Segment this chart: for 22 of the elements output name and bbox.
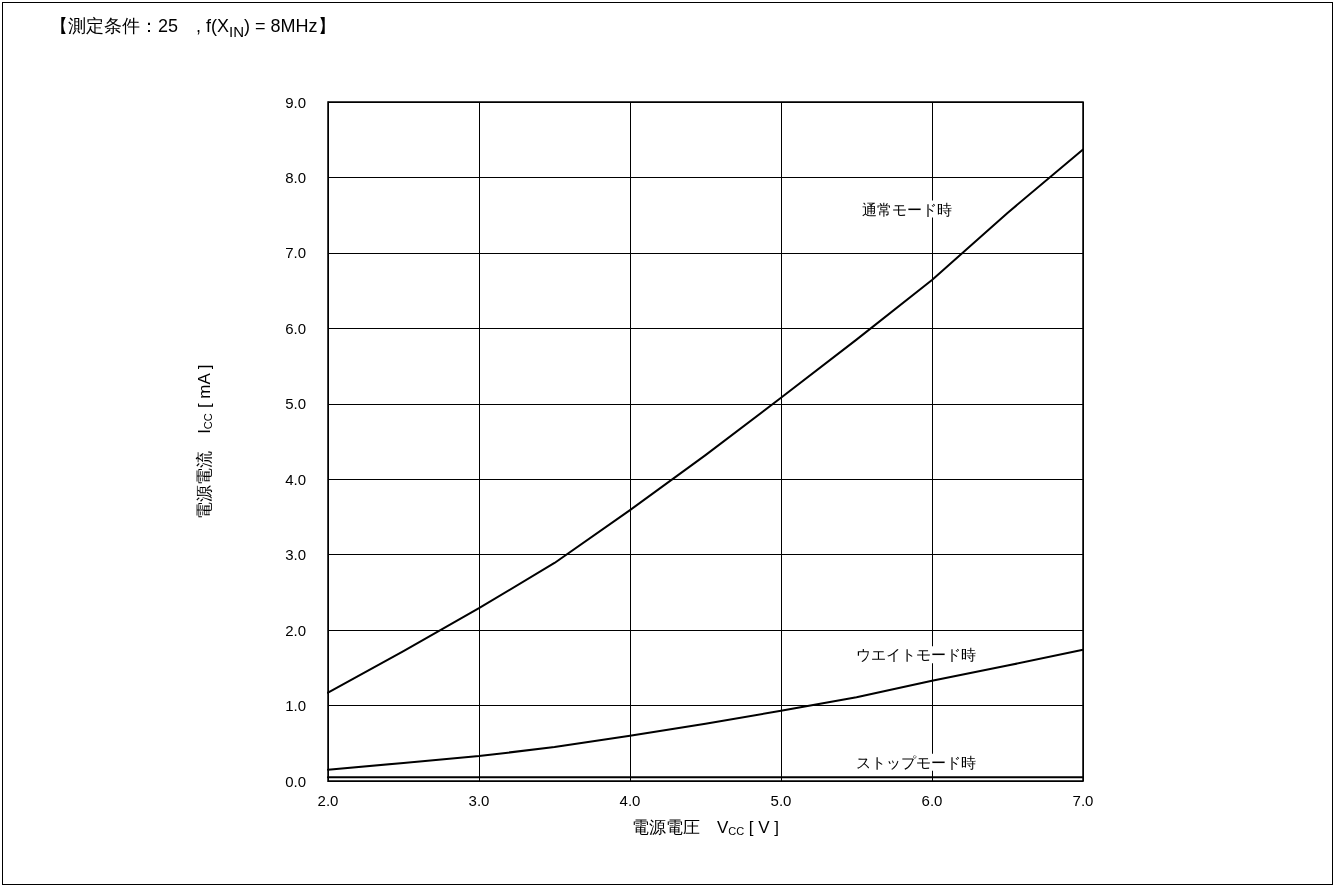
x-tick-label: 7.0: [1072, 792, 1094, 809]
x-tick-label: 6.0: [921, 792, 943, 809]
chart-title: 【測定条件：25 , f(X$_{IN}$) = 8MHz】: [50, 15, 336, 40]
y-tick-label: 2.0: [285, 621, 306, 639]
y-tick-label: 0.0: [285, 772, 306, 790]
x-tick-label: 5.0: [770, 792, 792, 809]
x-tick-label: 3.0: [468, 792, 490, 809]
y-tick-label: 4.0: [285, 470, 306, 488]
y-tick-label: 6.0: [285, 319, 306, 337]
y-tick-label: 1.0: [285, 697, 306, 715]
x-tick-label: 2.0: [317, 792, 339, 809]
y-axis-title: 電源電流 ICC [ mA ]: [195, 364, 214, 519]
series-label: ウエイトモード時: [856, 646, 976, 664]
x-axis-title: 電源電圧 VCC [ V ]: [631, 818, 780, 837]
text: 通常モード時: [862, 200, 952, 218]
x-tick-label: 4.0: [619, 792, 641, 809]
series-label: ストップモード時: [856, 753, 976, 771]
y-tick-label: 9.0: [285, 93, 306, 111]
y-tick-label: 3.0: [285, 546, 306, 564]
y-tick-label: 7.0: [285, 244, 306, 262]
y-tick-label: 5.0: [285, 395, 306, 413]
y-tick-label: 8.0: [285, 168, 306, 186]
